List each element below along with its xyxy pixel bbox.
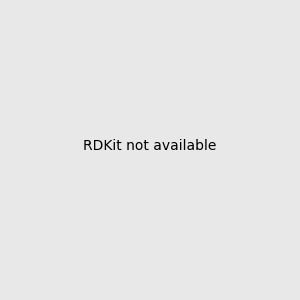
Text: RDKit not available: RDKit not available <box>83 139 217 153</box>
